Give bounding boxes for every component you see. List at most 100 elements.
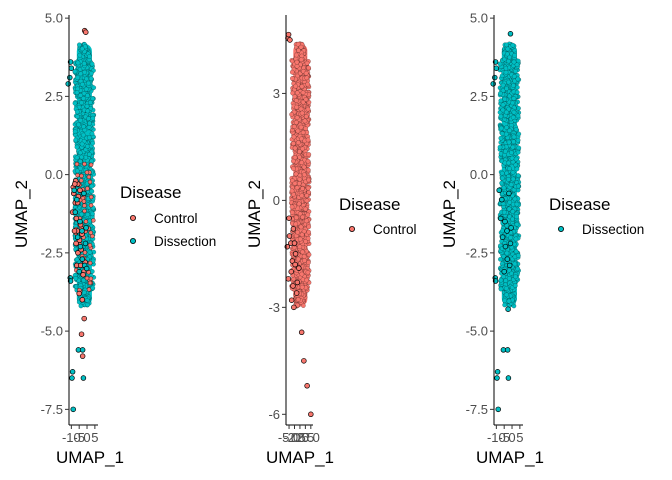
cell-point — [300, 285, 304, 289]
cell-point — [294, 215, 298, 219]
cell-point — [81, 124, 85, 128]
cell-point — [300, 215, 304, 219]
cell-point — [90, 269, 94, 273]
cell-point — [299, 57, 303, 61]
cell-point — [90, 62, 94, 66]
cell-point — [507, 276, 511, 280]
cell-point — [290, 210, 294, 214]
legend-label-dissection: Dissection — [582, 222, 644, 237]
cell-point — [501, 103, 505, 107]
y-tick-label: 0.0 — [470, 167, 488, 182]
cell-point — [506, 59, 510, 63]
cell-point — [300, 194, 304, 198]
point-control — [295, 280, 300, 285]
cell-point — [307, 152, 311, 156]
point-control — [299, 330, 304, 335]
cell-point — [89, 195, 93, 199]
point-control — [287, 234, 292, 239]
point-dissection — [84, 266, 89, 271]
cell-point — [87, 152, 91, 156]
cell-point — [78, 118, 82, 122]
cell-point — [89, 71, 93, 75]
x-tick-label: 5.0 — [302, 430, 320, 445]
cell-point — [88, 250, 92, 254]
cell-point — [87, 125, 91, 129]
y-tick-label: -2.5 — [41, 245, 63, 260]
panel-1-y-axis-title: UMAP_2 — [12, 180, 31, 248]
cell-point — [76, 123, 80, 127]
cell-point — [306, 260, 310, 264]
cell-point — [510, 217, 514, 221]
cell-point — [88, 180, 92, 184]
point-dissection — [505, 229, 510, 234]
y-tick-label: -7.5 — [41, 402, 63, 417]
panel-3-y-axis-title: UMAP_2 — [440, 180, 459, 248]
cell-point — [294, 98, 298, 102]
cell-point — [305, 82, 309, 86]
cell-point — [75, 156, 79, 160]
point-control — [294, 291, 299, 296]
cell-point — [306, 138, 310, 142]
cell-point — [507, 166, 511, 170]
cell-point — [509, 182, 513, 186]
point-control — [79, 332, 84, 337]
cell-point — [77, 43, 81, 47]
cell-point — [511, 140, 515, 144]
cell-point — [298, 177, 302, 181]
point-dissection — [78, 219, 83, 224]
cell-point — [301, 130, 305, 134]
cell-point — [75, 114, 79, 118]
cell-point — [74, 138, 78, 142]
cell-point — [85, 212, 89, 216]
cell-point — [78, 166, 82, 170]
cell-point — [79, 101, 83, 105]
cell-point — [515, 202, 519, 206]
cell-point — [297, 155, 301, 159]
cell-point — [499, 99, 503, 103]
cell-point — [512, 60, 516, 64]
point-dissection — [495, 369, 500, 374]
cell-point — [294, 172, 298, 176]
cell-point — [500, 229, 504, 233]
cell-point — [504, 286, 508, 290]
point-control — [288, 38, 293, 43]
cell-point — [296, 297, 300, 301]
x-tick-label: 0 — [83, 430, 90, 445]
cell-point — [303, 207, 307, 211]
cell-point — [513, 283, 517, 287]
cell-point — [305, 193, 309, 197]
cell-point — [508, 235, 512, 239]
cell-point — [299, 225, 303, 229]
cell-point — [293, 155, 297, 159]
point-dissection — [496, 407, 501, 412]
cell-point — [90, 212, 94, 216]
cell-point — [87, 175, 91, 179]
cell-point — [515, 85, 519, 89]
point-dissection — [70, 369, 75, 374]
point-control — [291, 305, 296, 310]
point-dissection — [506, 191, 511, 196]
cell-point — [89, 163, 93, 167]
cell-point — [75, 110, 79, 114]
point-dissection — [508, 31, 513, 36]
y-tick-label: 2.5 — [470, 89, 488, 104]
cell-point — [300, 111, 304, 115]
point-control — [72, 182, 77, 187]
cell-point — [79, 72, 83, 76]
cell-point — [510, 101, 514, 105]
cell-point — [299, 107, 303, 111]
cell-point — [82, 290, 86, 294]
point-control — [291, 227, 296, 232]
cell-point — [306, 225, 310, 229]
cell-point — [306, 159, 310, 163]
cell-point — [290, 70, 294, 74]
cell-point — [87, 121, 91, 125]
cell-point — [91, 116, 95, 120]
point-dissection — [498, 216, 503, 221]
cell-point — [89, 159, 93, 163]
cell-point — [300, 250, 304, 254]
cell-point — [76, 61, 80, 65]
point-dissection — [81, 191, 86, 196]
cell-point — [505, 251, 509, 255]
cell-point — [295, 186, 299, 190]
